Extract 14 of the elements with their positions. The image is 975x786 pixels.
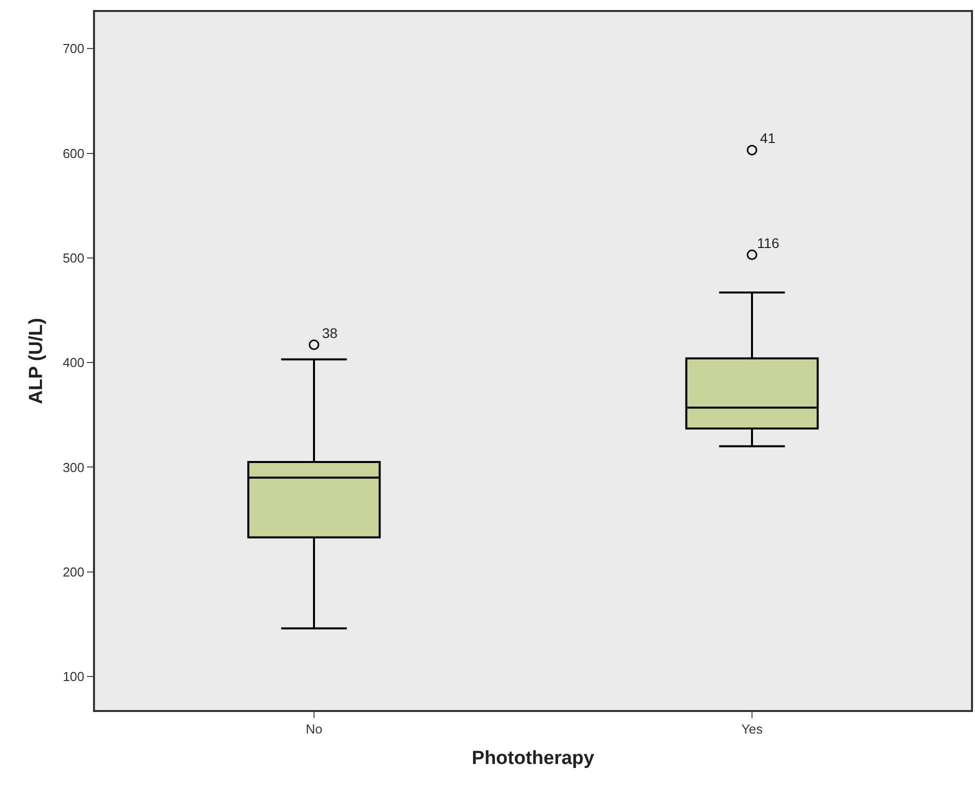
- annotation: 41: [760, 130, 776, 146]
- annotation: 116: [757, 235, 780, 251]
- y-tick-label: 500: [62, 250, 84, 266]
- x-axis-title: Phototherapy: [472, 748, 595, 769]
- annotation: 38: [322, 325, 338, 341]
- y-axis-title: ALP (U/L): [26, 318, 48, 404]
- x-tick-label: No: [306, 722, 322, 737]
- y-tick-label: 400: [62, 355, 84, 370]
- y-tick-label: 100: [62, 669, 84, 684]
- x-tick-label: Yes: [741, 722, 764, 737]
- y-tick-label: 200: [62, 564, 84, 580]
- y-tick-label: 300: [62, 460, 84, 475]
- y-tick-label: 600: [62, 146, 84, 161]
- y-tick-label: 700: [62, 41, 84, 56]
